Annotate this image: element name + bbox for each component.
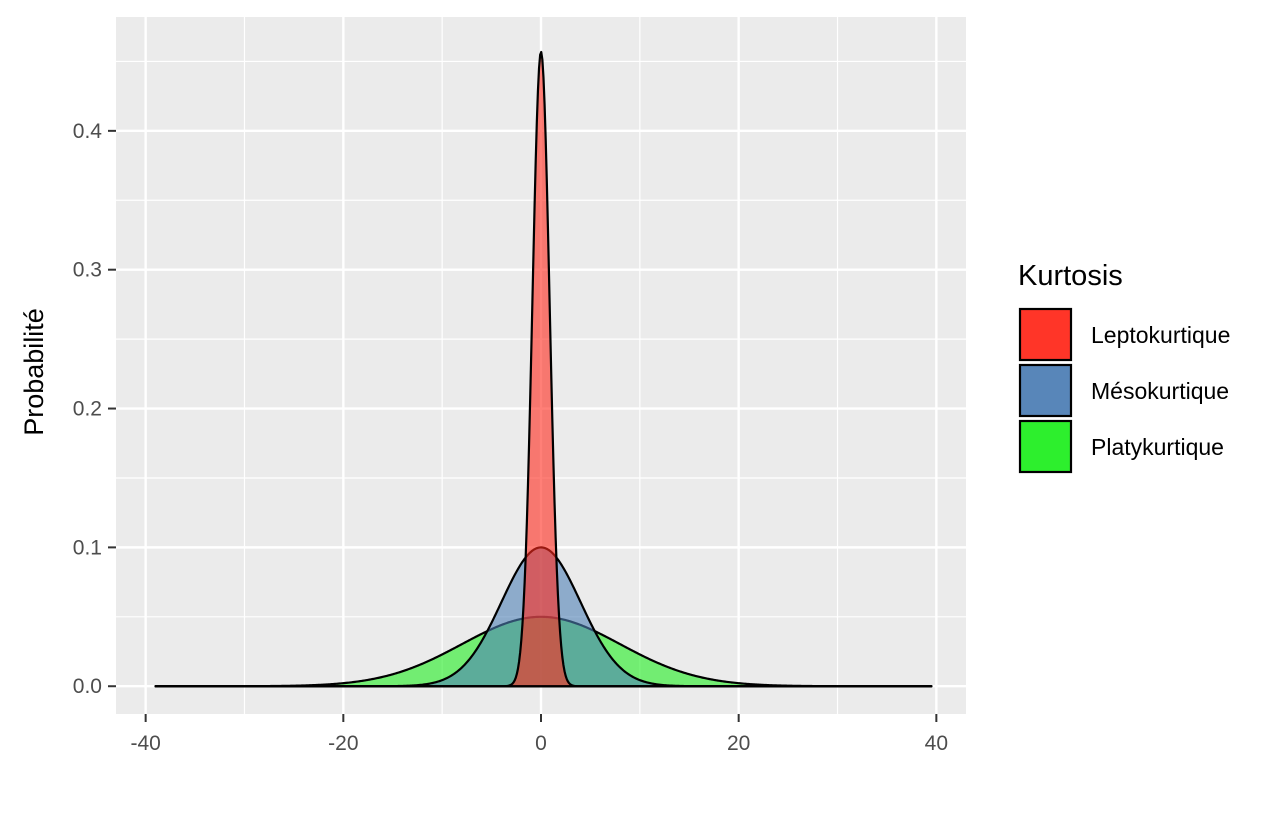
y-axis-title: Probabilité	[19, 308, 49, 436]
legend-title: Kurtosis	[1018, 260, 1123, 292]
y-tick-label: 0.0	[73, 675, 102, 698]
legend: Kurtosis Leptokurtique Mésokurtique Platyk…	[1018, 260, 1230, 474]
axes: -40 -20 0 20 40 0.0 0.1 0.2 0.3 0.4	[73, 120, 948, 755]
y-tick-label: 0.2	[73, 398, 102, 421]
density-area-leptokurtique	[154, 50, 933, 688]
y-tick-label: 0.1	[73, 536, 102, 559]
x-tick-label: 20	[727, 732, 750, 755]
legend-label-leptokurtique: Leptokurtique	[1091, 322, 1230, 348]
legend-label-platykurtique: Platykurtique	[1091, 434, 1224, 460]
y-tick-label: 0.3	[73, 259, 102, 282]
legend-key-leptokurtique	[1018, 307, 1073, 362]
density-areas	[154, 50, 933, 688]
y-tick-label: 0.4	[73, 120, 103, 143]
x-tick-label: -40	[130, 732, 160, 755]
x-tick-label: 0	[535, 732, 547, 755]
legend-label-mésokurtique: Mésokurtique	[1091, 378, 1229, 404]
legend-key-mésokurtique	[1018, 363, 1073, 418]
legend-key-platykurtique	[1018, 419, 1073, 474]
x-tick-label: 40	[925, 732, 948, 755]
x-tick-label: -20	[328, 732, 358, 755]
